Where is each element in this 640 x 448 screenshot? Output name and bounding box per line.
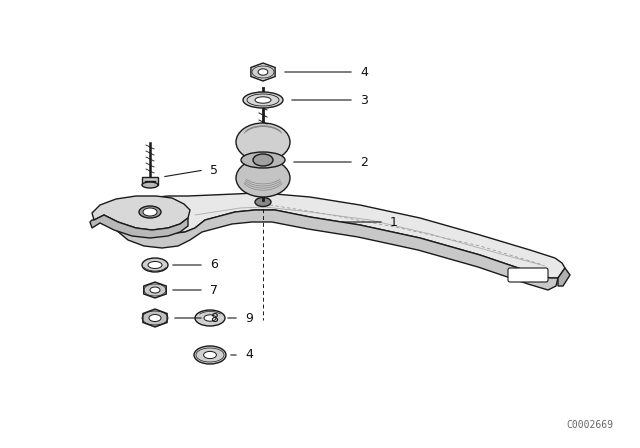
FancyBboxPatch shape: [508, 268, 548, 282]
Polygon shape: [558, 268, 570, 286]
Polygon shape: [251, 63, 275, 81]
Polygon shape: [115, 210, 558, 290]
Text: 8: 8: [210, 311, 218, 324]
Ellipse shape: [236, 159, 290, 197]
Polygon shape: [92, 196, 190, 230]
Polygon shape: [90, 215, 188, 238]
Ellipse shape: [255, 198, 271, 207]
Text: 2: 2: [360, 155, 368, 168]
Ellipse shape: [142, 182, 158, 188]
Ellipse shape: [195, 310, 225, 326]
Ellipse shape: [204, 351, 216, 358]
Polygon shape: [144, 282, 166, 298]
Ellipse shape: [258, 69, 268, 75]
Ellipse shape: [142, 258, 168, 272]
Polygon shape: [143, 309, 167, 327]
Ellipse shape: [243, 92, 283, 108]
Ellipse shape: [204, 315, 216, 321]
Text: 9: 9: [245, 311, 253, 324]
Ellipse shape: [150, 287, 160, 293]
Text: 3: 3: [360, 94, 368, 107]
Text: 7: 7: [210, 284, 218, 297]
Ellipse shape: [236, 123, 290, 161]
Ellipse shape: [149, 314, 161, 322]
Ellipse shape: [241, 152, 285, 168]
Ellipse shape: [139, 206, 161, 218]
Text: 1: 1: [390, 215, 398, 228]
Text: C0002669: C0002669: [566, 420, 614, 430]
Polygon shape: [120, 193, 565, 278]
Ellipse shape: [148, 262, 162, 268]
Ellipse shape: [253, 154, 273, 166]
Text: 6: 6: [210, 258, 218, 271]
Ellipse shape: [255, 97, 271, 103]
Ellipse shape: [194, 346, 226, 364]
Ellipse shape: [143, 208, 157, 216]
Polygon shape: [142, 177, 158, 185]
Text: 4: 4: [360, 65, 368, 78]
Text: 4: 4: [245, 349, 253, 362]
Text: 5: 5: [210, 164, 218, 177]
